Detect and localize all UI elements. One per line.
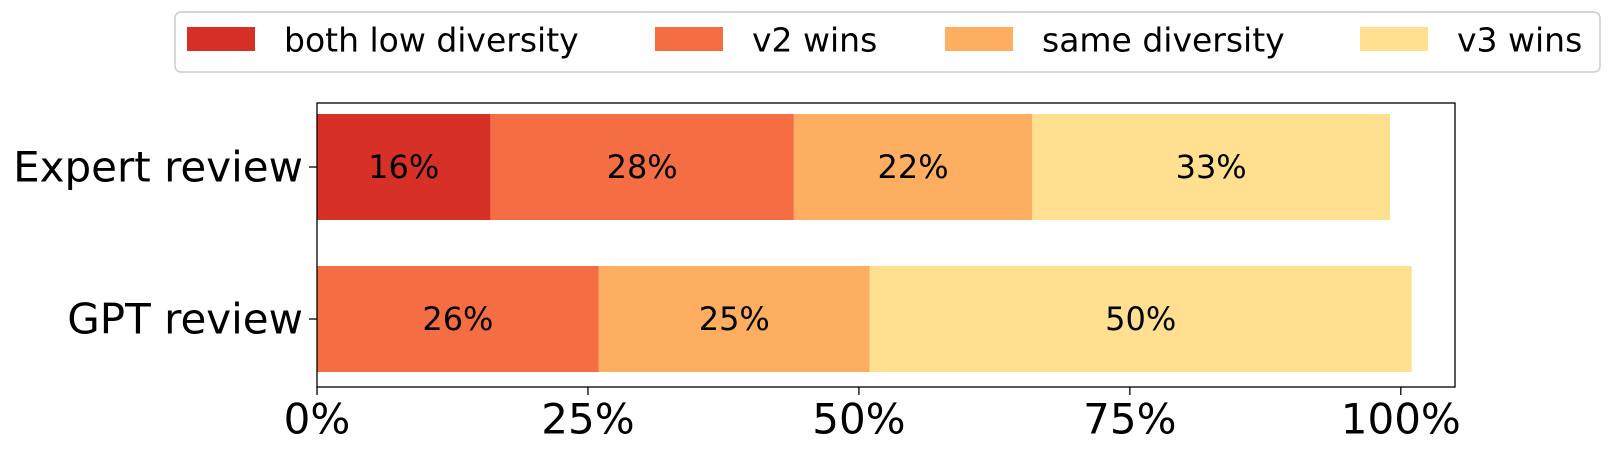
y-axis: Expert review GPT review (13, 143, 317, 344)
bar-gpt-review-v3-wins (869, 266, 1412, 372)
legend-item-same-diversity: same diversity (945, 21, 1285, 60)
bar-expert-review-v3-wins (1032, 114, 1390, 220)
legend-swatch (1360, 27, 1428, 51)
x-tick-label: 25% (541, 395, 634, 444)
legend-box (174, 11, 1601, 73)
bar-expert-review-both-low-diversity (317, 114, 491, 220)
bar-gpt-review-same-diversity (598, 266, 870, 372)
data-label: 28% (607, 148, 678, 186)
legend-swatch (945, 27, 1013, 51)
data-label: 50% (1105, 300, 1176, 338)
data-label: 25% (699, 300, 770, 338)
legend-label: same diversity (1042, 21, 1285, 60)
data-label: 16% (368, 148, 439, 186)
legend-item-both-low-diversity: both low diversity (187, 21, 579, 60)
x-tick-label: 50% (812, 395, 905, 444)
bar-expert-review-same-diversity (793, 114, 1033, 220)
data-label: 33% (1176, 148, 1247, 186)
y-tick-label: GPT review (67, 295, 303, 344)
plot-frame (316, 102, 1456, 388)
y-tick-label: Expert review (13, 143, 303, 192)
x-axis: 0% 25% 50% 75% 100% (284, 387, 1461, 444)
legend-label: v3 wins (1457, 21, 1582, 60)
legend-swatch (187, 27, 255, 51)
legend-swatch (655, 27, 723, 51)
bars (317, 114, 1412, 372)
legend-label: both low diversity (284, 21, 579, 60)
data-label: 26% (422, 300, 493, 338)
x-tick-label: 0% (284, 395, 351, 444)
bar-expert-review-v2-wins (490, 114, 794, 220)
legend: both low diversity v2 wins same diversity v… (174, 11, 1601, 73)
bar-gpt-review-v2-wins (317, 266, 599, 372)
legend-item-v3-wins: v3 wins (1360, 21, 1582, 60)
data-label: 22% (878, 148, 949, 186)
legend-item-v2-wins: v2 wins (655, 21, 877, 60)
x-tick-label: 75% (1083, 395, 1176, 444)
legend-label: v2 wins (752, 21, 877, 60)
data-labels: 16% 28% 22% 33% 26% 25% 50% (368, 148, 1247, 338)
x-tick-label: 100% (1341, 395, 1461, 444)
